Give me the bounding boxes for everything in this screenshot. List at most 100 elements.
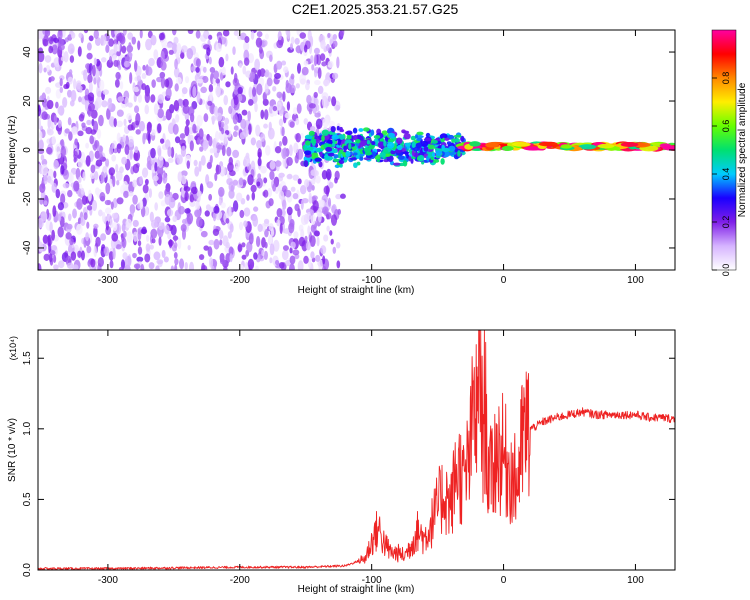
spectrogram-cell xyxy=(116,120,123,128)
spectrogram-cell xyxy=(289,42,294,51)
spectrogram-cell xyxy=(170,146,175,159)
spectrogram-cell xyxy=(268,198,274,207)
spectrogram-cell xyxy=(359,153,365,157)
spectrogram-cell xyxy=(314,79,321,86)
spectrogram-cell xyxy=(186,160,191,169)
snr-x-tick-label: 100 xyxy=(627,575,644,586)
spectrogram-cell xyxy=(115,244,122,250)
spectrogram-cell xyxy=(232,46,236,56)
spectrogram-cell xyxy=(47,117,52,129)
spectrogram-cell xyxy=(206,47,211,56)
spectrogram-cell xyxy=(264,33,270,40)
snr-scale-label: (x10⁴) xyxy=(8,336,18,360)
spectrogram-cell xyxy=(303,60,309,66)
spectrogram-cell xyxy=(337,134,345,140)
spectrogram-cell xyxy=(303,255,309,264)
spectrogram-cell xyxy=(55,143,62,155)
spectrogram-cell xyxy=(303,118,309,125)
spectrogram-cell xyxy=(166,208,174,217)
spectrogram-cell xyxy=(173,234,177,242)
spectrogram-cell xyxy=(258,46,263,54)
spectrogram-cell xyxy=(99,145,103,157)
spectrogram-cell xyxy=(77,46,82,57)
spectrogram-cell xyxy=(275,259,280,266)
spectrogram-cell xyxy=(93,226,98,238)
spectrogram-cell xyxy=(52,205,57,218)
spectrogram-cell xyxy=(148,262,155,270)
spectrogram-cell xyxy=(232,130,238,138)
spectrogram-cell xyxy=(86,52,93,60)
spectrogram-cell xyxy=(126,231,133,243)
spectrogram-cell xyxy=(249,71,256,80)
spectrogram-cell xyxy=(263,123,268,129)
spectrogram-cell xyxy=(51,135,56,145)
spectrogram-cell xyxy=(123,60,130,68)
spectrogram-cell xyxy=(86,119,92,126)
spectrogram-cell xyxy=(78,32,83,39)
snr-x-tick-label: -100 xyxy=(362,575,382,586)
spectrogram-cell xyxy=(181,218,187,225)
spectrogram-cell xyxy=(196,216,203,228)
spectrogram-cell xyxy=(42,234,49,244)
spectrogram-cell xyxy=(157,94,165,104)
spectrogram-cell xyxy=(214,130,220,142)
spectrogram-cell xyxy=(86,42,92,51)
spectrogram-cell xyxy=(122,30,127,36)
spectrogram-cell xyxy=(162,172,168,184)
spectrogram-cell xyxy=(352,127,358,134)
spectrogram-cell xyxy=(89,135,95,145)
spectrogram-cell xyxy=(76,223,83,235)
spectrogram-cell xyxy=(263,218,270,225)
spectrogram-cell xyxy=(213,105,219,117)
spectrogram-cell xyxy=(184,125,190,137)
spectrogram-cell xyxy=(237,86,243,95)
spectrogram-cell xyxy=(188,126,194,135)
spectrogram-cell xyxy=(160,200,167,207)
spectrogram-cell xyxy=(95,236,101,247)
spectrogram-cell xyxy=(238,221,244,231)
spectrogram-cell xyxy=(284,112,291,119)
spectrogram-cell xyxy=(105,220,109,231)
spectrogram-cell xyxy=(55,101,59,109)
spectrogram-cell xyxy=(305,140,311,146)
spectrogram-cell xyxy=(275,160,282,167)
spectrogram-cell xyxy=(104,207,112,215)
spectrogram-cell xyxy=(112,175,116,188)
colorbar-tick-label: 0.2 xyxy=(721,216,731,229)
spectrogram-cell xyxy=(82,171,86,181)
spectrogram-cell xyxy=(295,83,300,89)
spectrogram-cell xyxy=(269,160,276,170)
spectrogram-cell xyxy=(310,169,318,177)
spectrogram-cell xyxy=(122,252,128,260)
spectrogram-cell xyxy=(123,118,127,127)
spectrogram-cell xyxy=(404,142,411,147)
spectrogram-cell xyxy=(229,223,234,233)
spectrogram-cell xyxy=(68,69,73,75)
spectrogram-cell xyxy=(331,142,336,147)
spectrogram-cell xyxy=(196,190,202,197)
spectrogram-cell xyxy=(44,55,52,63)
spectrogram-cell xyxy=(243,207,251,217)
spectrogram-cell xyxy=(165,108,172,121)
spectrogram-cell xyxy=(322,206,329,215)
spectrogram-cell xyxy=(38,62,43,74)
spectrogram-cell xyxy=(225,53,229,62)
spectrogram-cell xyxy=(127,102,133,108)
spectrogram-cell xyxy=(311,64,315,71)
spectrogram-cell xyxy=(276,219,281,227)
spectrogram-cell xyxy=(290,186,296,192)
spectrogram-cell xyxy=(58,38,64,47)
spectrogram-cell xyxy=(111,154,116,162)
spectrogram-cell xyxy=(297,62,302,74)
spectrogram-cell xyxy=(207,100,213,106)
spectrogram-cell xyxy=(45,86,52,95)
spectrogram-cell xyxy=(176,43,182,54)
spectrogram-cell xyxy=(313,47,320,55)
snr-x-tick-label: -300 xyxy=(98,575,118,586)
spectrogram-cell xyxy=(101,211,106,223)
spectrogram-cell xyxy=(133,263,141,269)
spectrogram-cell xyxy=(260,133,266,142)
spectrogram-cell xyxy=(87,73,93,84)
spectrogram-cell xyxy=(77,158,84,169)
spectrogram-cell xyxy=(142,64,146,71)
